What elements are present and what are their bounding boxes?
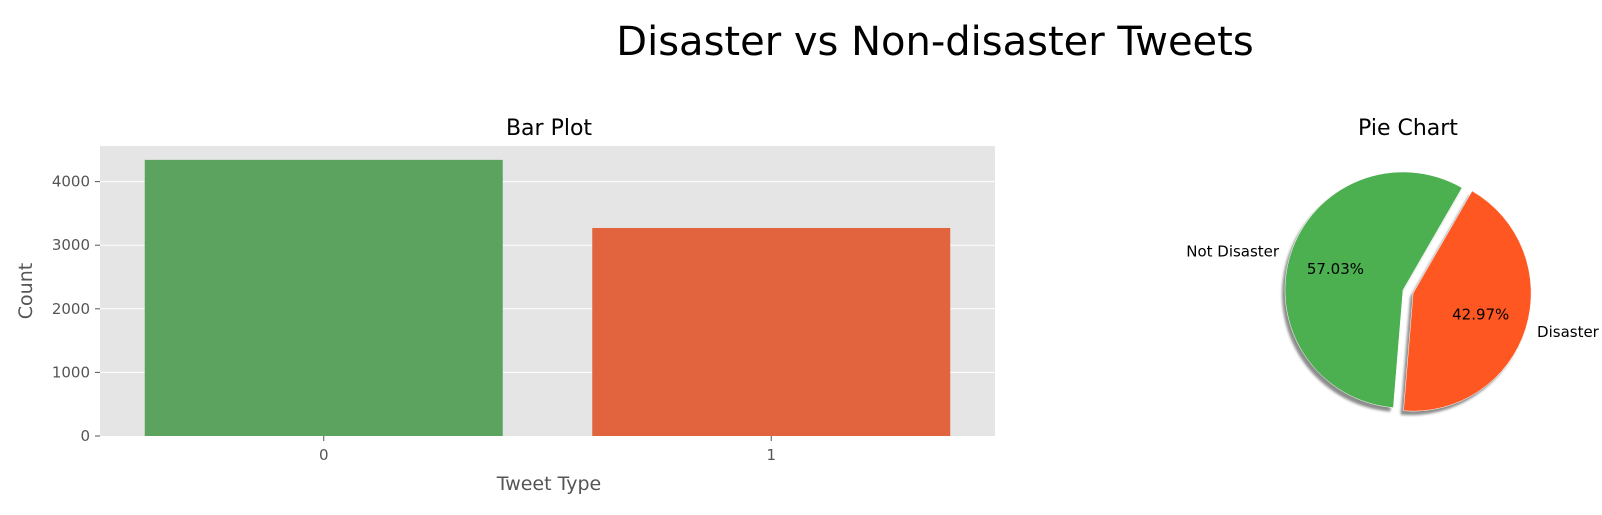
y-tick-label: 3000	[52, 236, 90, 254]
bar-1	[592, 227, 951, 436]
y-tick-label: 0	[80, 427, 90, 445]
x-tick-label-0: 0	[319, 446, 329, 464]
pie-labels: Not Disaster 57.03% Disaster 42.97%	[1186, 242, 1599, 341]
x-tick-label-1: 1	[766, 446, 776, 464]
bar-0	[144, 159, 503, 437]
y-tick-label: 1000	[52, 363, 90, 381]
bar-series	[144, 159, 951, 437]
pie-label-not-disaster: Not Disaster	[1186, 242, 1280, 260]
pie-slices	[1284, 171, 1532, 412]
y-axis-label: Count	[15, 263, 37, 319]
figure-title: Disaster vs Non-disaster Tweets	[616, 19, 1253, 65]
pie-label-disaster: Disaster	[1537, 323, 1600, 341]
bar-chart-title: Bar Plot	[506, 116, 592, 141]
pie-pct-not-disaster: 57.03%	[1307, 260, 1364, 278]
y-axis-ticks: 0 1000 2000 3000 4000	[52, 173, 100, 445]
pie-pct-disaster: 42.97%	[1452, 305, 1509, 323]
pie-chart-title: Pie Chart	[1358, 116, 1458, 141]
pie-slice-not-disaster	[1284, 171, 1463, 408]
y-tick-label: 2000	[52, 300, 90, 318]
pie-slice-disaster	[1403, 190, 1532, 412]
pie-chart: Pie Chart Not Disaster 57.03% Disaster 42.9…	[1186, 116, 1600, 416]
y-tick-label: 4000	[52, 173, 90, 191]
x-axis-label: Tweet Type	[496, 473, 602, 495]
